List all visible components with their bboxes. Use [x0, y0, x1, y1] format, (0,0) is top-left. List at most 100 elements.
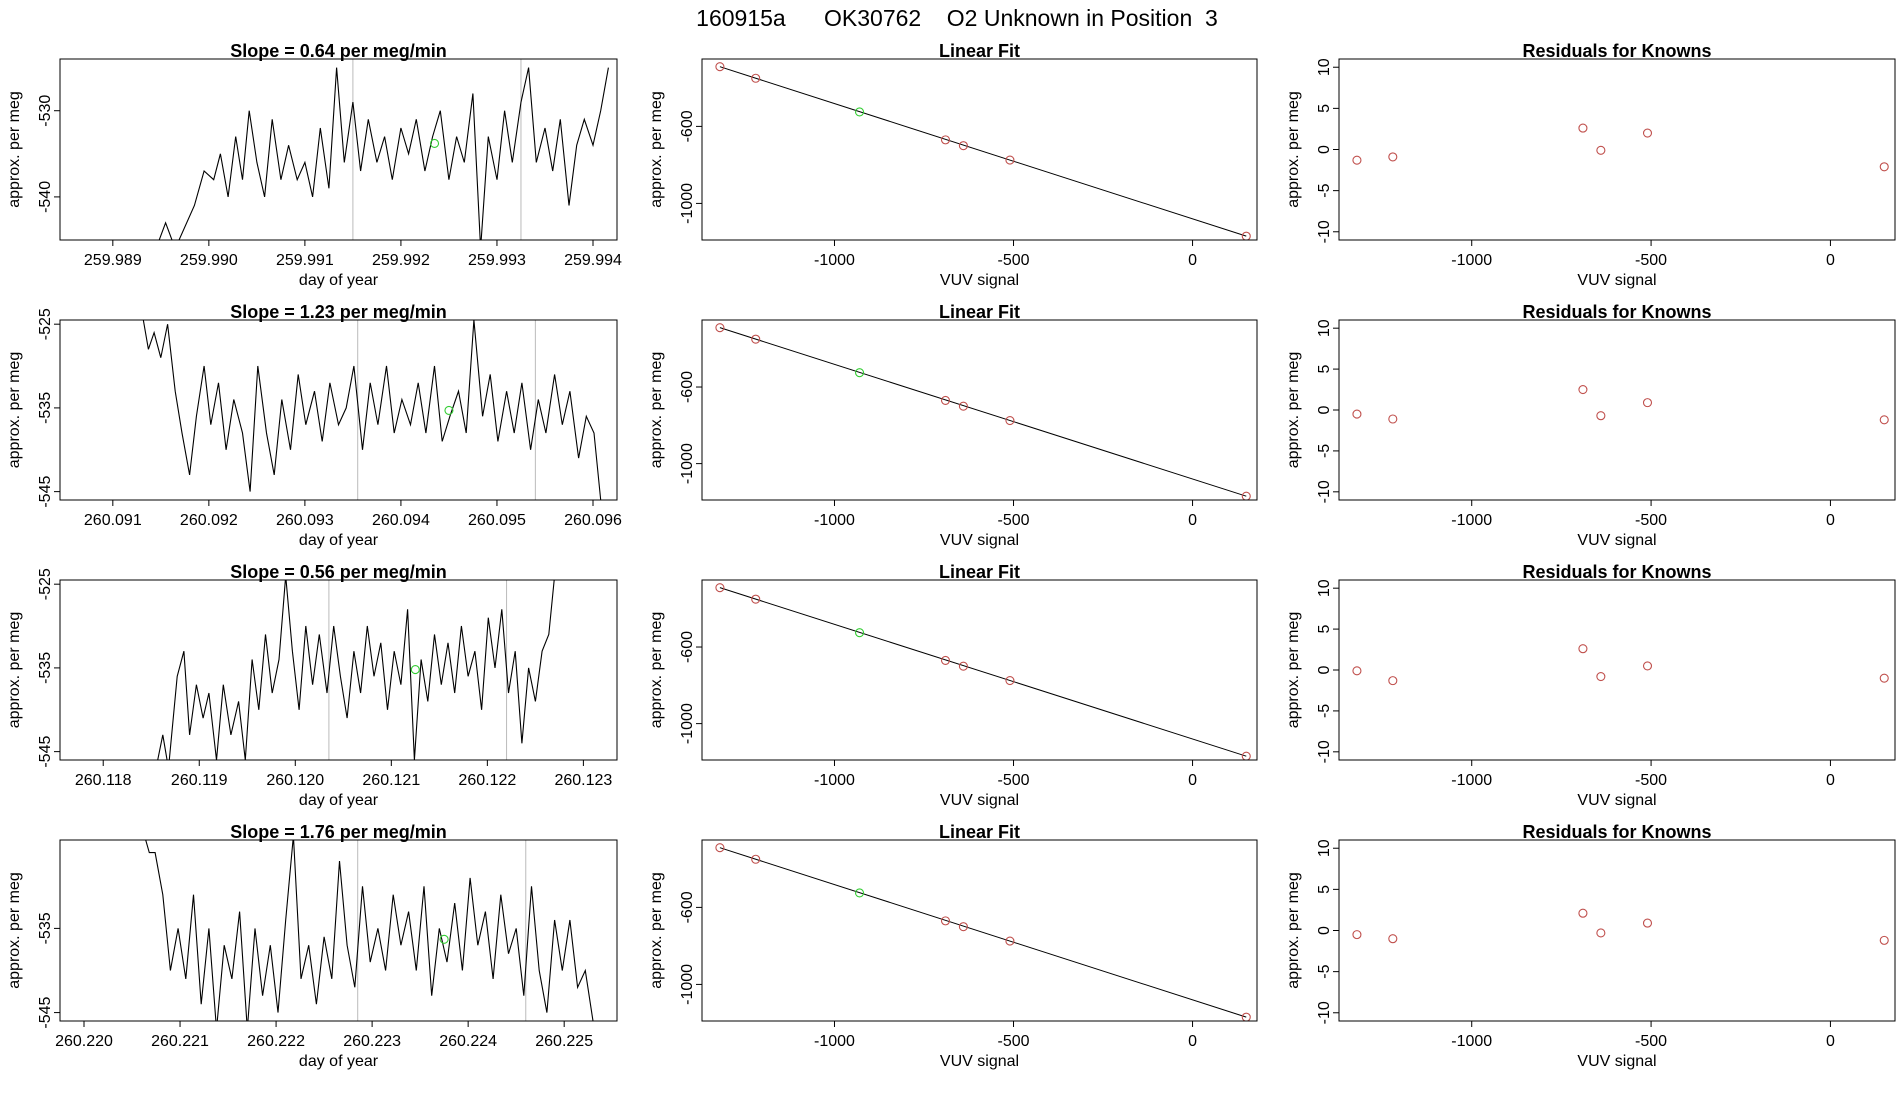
fit-line	[719, 66, 1247, 237]
y-tick-label: 0	[1316, 145, 1333, 154]
y-tick-label: 5	[1316, 104, 1333, 113]
x-tick-label: 260.221	[151, 1033, 209, 1050]
y-axis-label: approx. per meg	[648, 91, 665, 208]
x-axis-label: VUV signal	[940, 532, 1019, 549]
trace-line	[157, 580, 555, 760]
unknown-point	[410, 665, 420, 675]
plot-area	[715, 323, 1251, 500]
residual-point	[1596, 145, 1606, 155]
x-tick-label: -500	[1635, 772, 1667, 789]
x-tick-label: -500	[1635, 252, 1667, 269]
panel-title: Residuals for Knowns	[1522, 302, 1711, 322]
x-tick-label: 260.091	[84, 512, 142, 529]
y-tick-label: 0	[1316, 665, 1333, 674]
x-tick-label: 259.990	[180, 252, 238, 269]
known-point	[715, 323, 725, 333]
residual-point	[1578, 908, 1588, 918]
residual-point	[1642, 128, 1653, 138]
y-tick-label: -10	[1316, 220, 1333, 243]
residual-point	[1388, 414, 1398, 424]
known-point	[958, 922, 968, 932]
y-tick-label: -1000	[679, 964, 696, 1005]
x-tick-label: -500	[998, 772, 1030, 789]
plot-area	[715, 843, 1251, 1021]
x-tick-label: 260.225	[535, 1033, 593, 1050]
x-tick-label: -1000	[814, 252, 855, 269]
x-axis-label: day of year	[299, 532, 379, 549]
unknown-point	[429, 138, 440, 149]
panel-title: Linear Fit	[939, 41, 1020, 61]
y-tick-label: -530	[37, 95, 54, 127]
x-tick-label: 0	[1826, 1033, 1835, 1050]
y-axis-label: approx. per meg	[648, 612, 665, 729]
y-axis-label: approx. per meg	[6, 612, 23, 729]
residuals-panel-1: -1000 -500 0 10 5 0 -5 -10 Residuals for Knowns V…	[1285, 41, 1896, 289]
known-point	[958, 661, 968, 671]
y-tick-label: 10	[1316, 58, 1333, 76]
known-point	[751, 73, 761, 83]
y-tick-label: -535	[37, 392, 54, 424]
x-tick-label: 260.119	[171, 772, 228, 789]
known-point	[940, 395, 951, 405]
y-tick-label: 0	[1316, 926, 1333, 935]
x-axis-label: day of year	[299, 1053, 379, 1070]
unknown-point	[854, 107, 865, 117]
fit-panel-2: -1000 -500 0 -600 -1000 Linear Fit VUV signal a…	[648, 302, 1258, 549]
x-tick-label: 260.222	[247, 1033, 305, 1050]
fit-line	[719, 587, 1247, 757]
trace-line	[142, 320, 602, 500]
residual-point	[1642, 918, 1653, 928]
fit-line	[719, 327, 1247, 497]
plot-frame	[701, 58, 1258, 241]
y-tick-label: 5	[1316, 885, 1333, 894]
panel-title: Slope = 1.76 per meg/min	[230, 822, 447, 842]
known-point	[940, 135, 951, 145]
x-tick-label: 0	[1188, 512, 1197, 529]
known-point	[1005, 675, 1015, 686]
x-axis-label: VUV signal	[1577, 1053, 1656, 1070]
y-tick-label: -10	[1316, 740, 1333, 763]
plot-area	[142, 320, 602, 500]
plot-area	[157, 580, 555, 760]
y-tick-label: -545	[37, 996, 54, 1028]
x-tick-label: 260.096	[564, 512, 622, 529]
fit-line	[719, 847, 1247, 1018]
known-point	[958, 401, 968, 411]
trace-line	[145, 840, 594, 1021]
y-tick-label: -545	[37, 736, 54, 768]
x-tick-label: 0	[1188, 772, 1197, 789]
y-axis-label: approx. per meg	[1285, 872, 1302, 989]
known-point	[751, 854, 761, 864]
y-tick-label: -535	[37, 652, 54, 684]
known-point	[1241, 1012, 1251, 1021]
trace-panel-2: 260.091 260.092 260.093 260.094 260.095 260.0…	[6, 302, 622, 549]
residual-point	[1879, 162, 1889, 172]
x-tick-label: -500	[998, 1033, 1030, 1050]
y-tick-label: -10	[1316, 1001, 1333, 1024]
x-tick-label: 260.224	[439, 1033, 497, 1050]
trace-panel-1: 259.989 259.990 259.991 259.992 259.993 259.9…	[6, 41, 622, 289]
x-tick-label: 260.123	[554, 772, 612, 789]
x-tick-label: 260.220	[55, 1033, 113, 1050]
known-point	[715, 62, 725, 72]
plot-area	[715, 62, 1251, 240]
page-title: 160915a OK30762 O2 Unknown in Position 3	[696, 5, 1218, 31]
y-axis-label: approx. per meg	[6, 872, 23, 989]
x-tick-label: -1000	[1451, 772, 1492, 789]
x-tick-label: 260.093	[276, 512, 334, 529]
residual-point	[1879, 415, 1889, 425]
x-tick-label: 260.223	[343, 1033, 401, 1050]
plot-area	[1352, 908, 1889, 945]
y-axis-label: approx. per meg	[1285, 612, 1302, 729]
fit-panel-4: -1000 -500 0 -600 -1000 Linear Fit VUV signal a…	[648, 822, 1258, 1070]
y-tick-label: 10	[1316, 319, 1333, 337]
residual-point	[1596, 671, 1606, 682]
trace-panel-4: 260.220 260.221 260.222 260.223 260.224 260.2…	[6, 822, 618, 1070]
y-axis-label: approx. per meg	[648, 352, 665, 469]
y-axis-label: approx. per meg	[1285, 91, 1302, 208]
plot-frame	[1338, 579, 1896, 761]
y-tick-label: 10	[1316, 579, 1333, 597]
known-point	[751, 334, 761, 344]
residual-point	[1352, 409, 1362, 419]
x-tick-label: -1000	[1451, 252, 1492, 269]
